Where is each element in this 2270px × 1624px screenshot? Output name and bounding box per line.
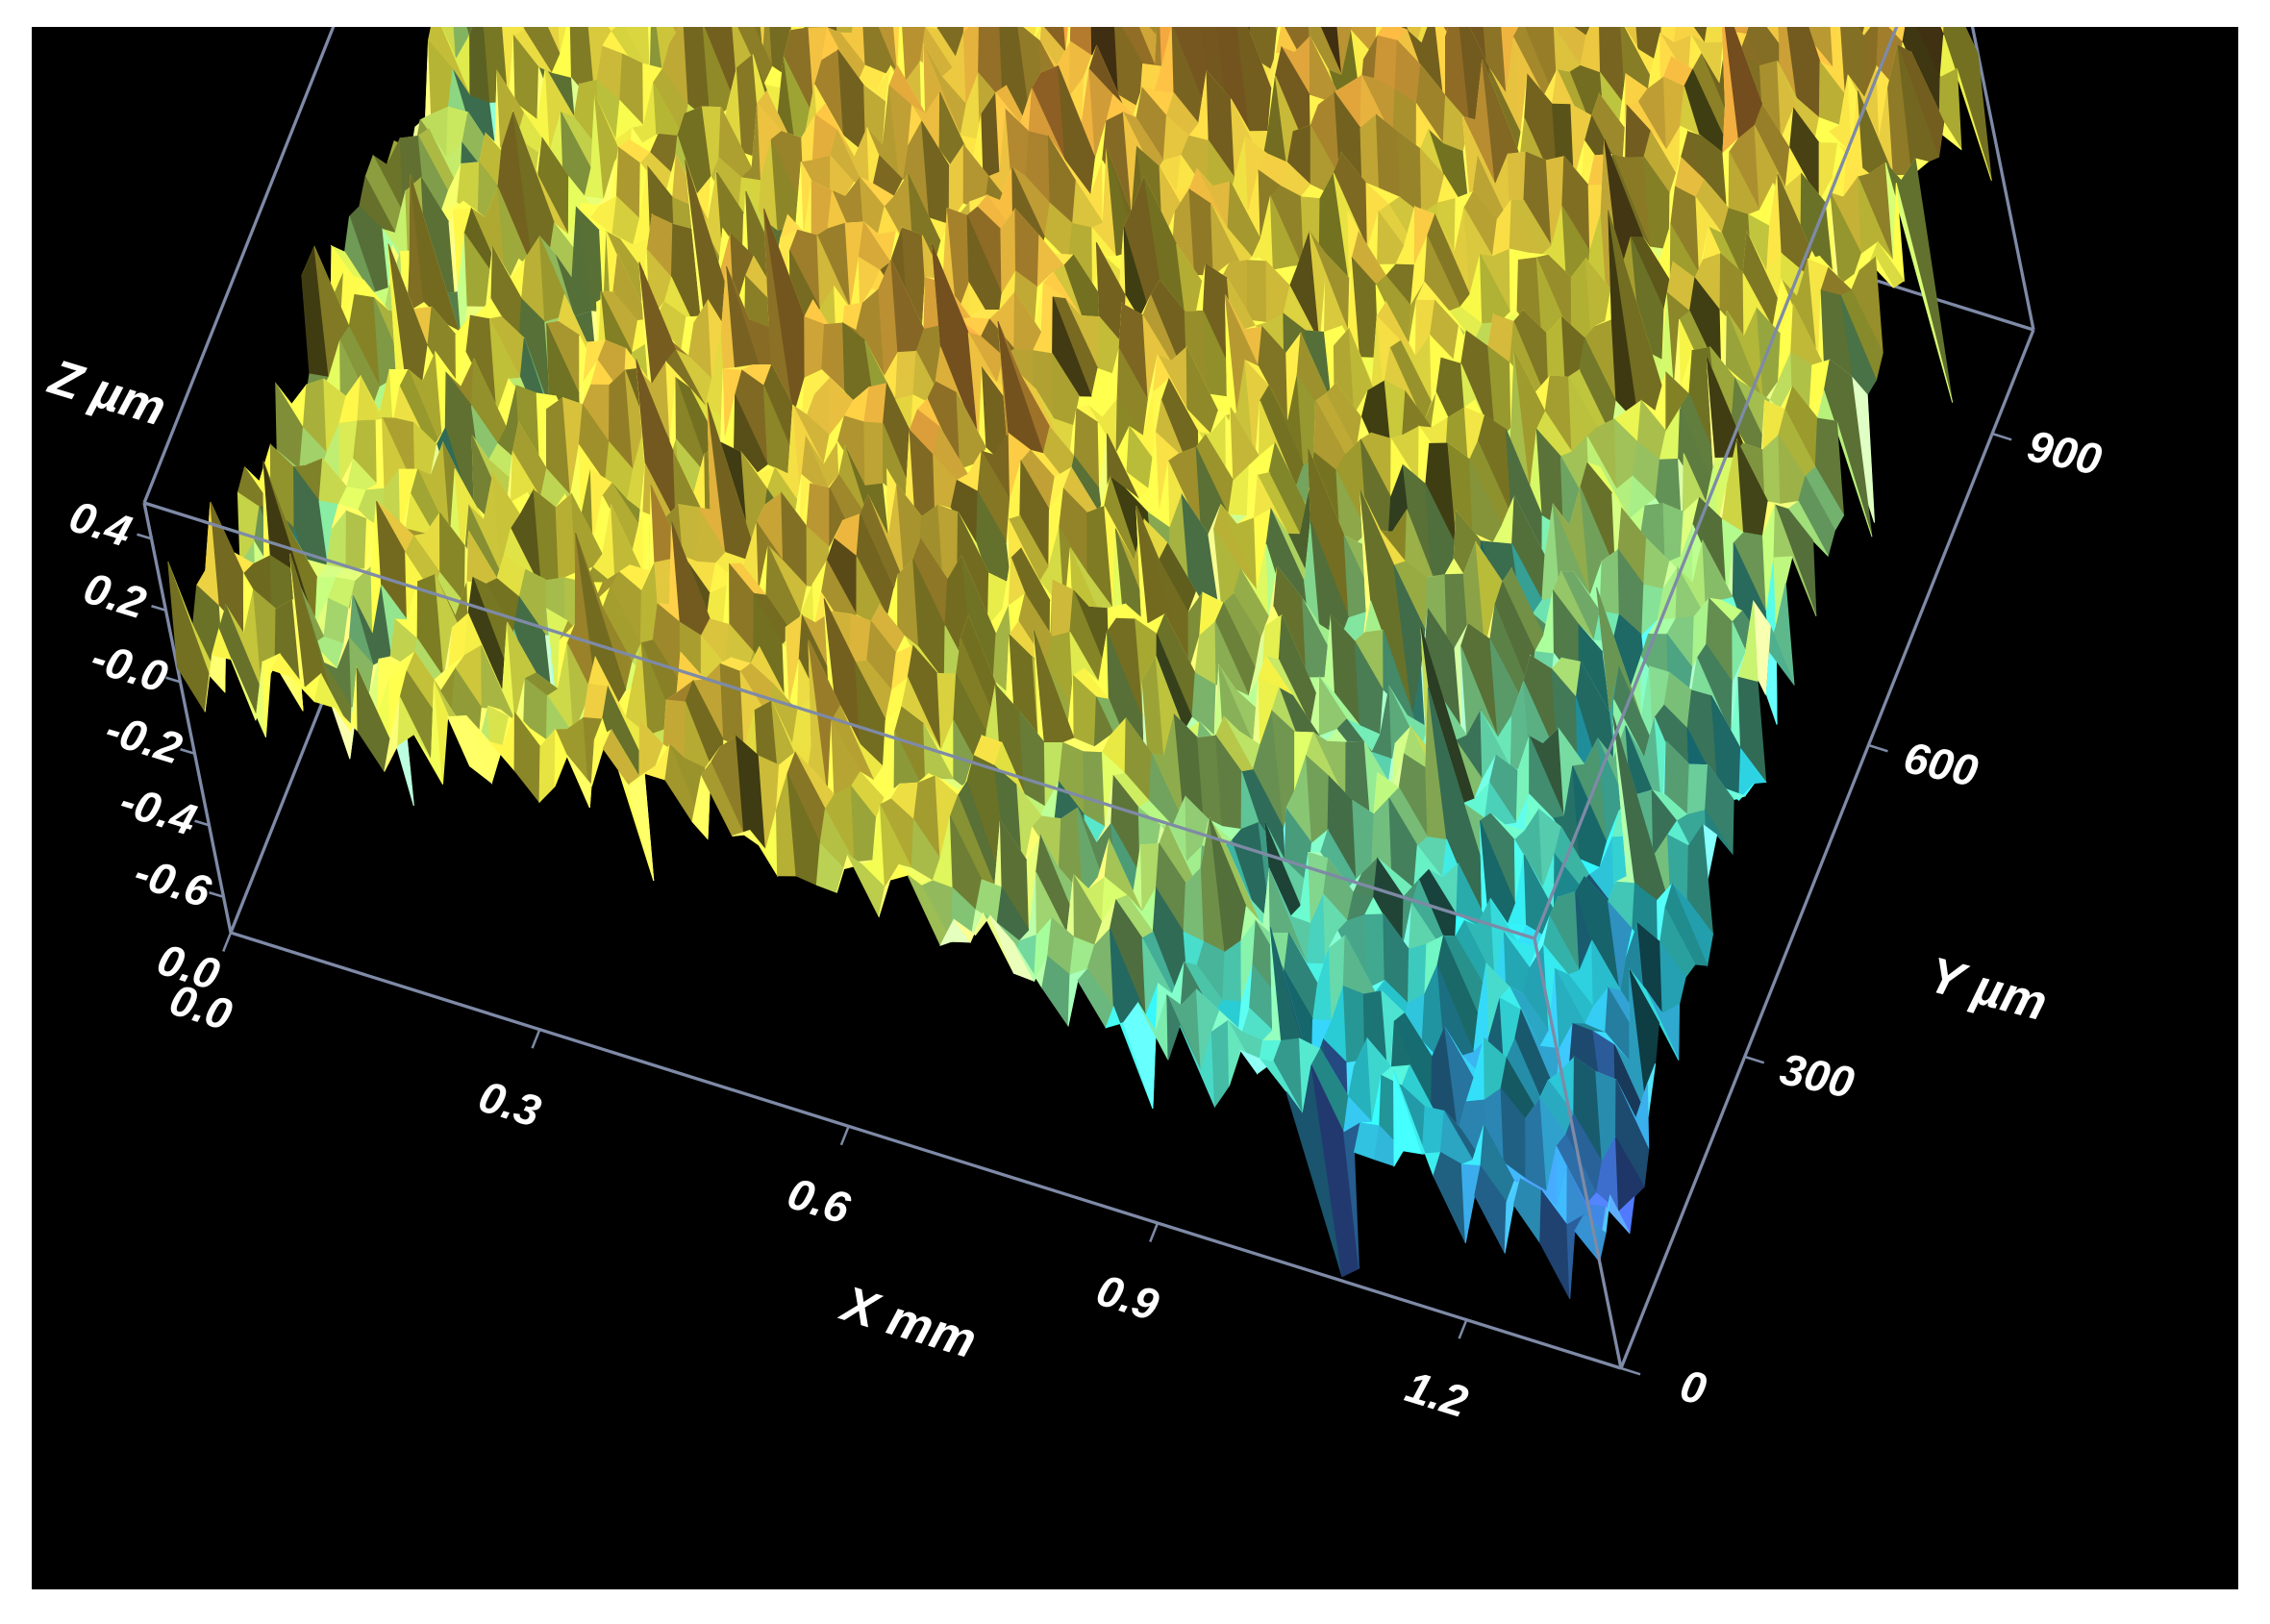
z-tick-label: -0.6 xyxy=(129,847,216,917)
box-edge xyxy=(142,502,233,934)
surface-facet xyxy=(1364,913,1385,989)
box-edge xyxy=(143,501,1535,940)
z-tick xyxy=(180,748,195,755)
surface-facet xyxy=(1433,1151,1466,1243)
box-edge xyxy=(230,931,1622,1370)
axis-ticks xyxy=(137,432,2012,1376)
x-tick xyxy=(222,932,233,952)
surface-facet xyxy=(863,421,885,487)
z-tick-label: 0.4 xyxy=(63,490,137,556)
z-tick xyxy=(165,676,181,684)
x-tick xyxy=(1149,1222,1160,1242)
box-edge xyxy=(1970,27,2035,331)
box-edge xyxy=(1619,329,2035,1369)
z-tick xyxy=(209,891,224,898)
x-tick-label: 0.9 xyxy=(1091,1264,1165,1331)
y-tick xyxy=(1620,1366,1641,1376)
surface-facet xyxy=(760,27,765,54)
x-tick-label: 0.3 xyxy=(473,1071,547,1137)
z-tick-label: -0.4 xyxy=(114,775,202,845)
surface-facet xyxy=(1686,763,1709,815)
y-tick xyxy=(1744,1055,1765,1064)
surface-facet xyxy=(1512,1178,1542,1244)
y-tick xyxy=(1868,743,1888,753)
z-axis-title: Z µm xyxy=(41,349,172,437)
y-tick-label: 900 xyxy=(2023,420,2106,485)
surface-facet xyxy=(1247,260,1267,324)
surface-facet xyxy=(1210,1019,1230,1109)
y-tick xyxy=(1991,432,2012,441)
box-edge xyxy=(1533,27,1899,939)
box-edge xyxy=(142,27,336,504)
surface-facet xyxy=(1063,27,1069,54)
x-tick xyxy=(1458,1319,1468,1339)
surface-facet xyxy=(1083,751,1106,828)
height-surface xyxy=(167,27,1992,1300)
x-tick-label: 0.6 xyxy=(782,1167,856,1234)
box-edge xyxy=(1533,937,1623,1369)
y-tick-label: 300 xyxy=(1776,1043,1858,1108)
y-tick-label: 0 xyxy=(1676,1360,1710,1413)
x-tick-label: 1.2 xyxy=(1400,1362,1474,1428)
front-box-edges xyxy=(143,27,1899,1369)
y-axis-title: Y µm xyxy=(1923,947,2053,1032)
z-tick xyxy=(151,605,166,612)
z-tick xyxy=(137,533,152,540)
y-tick-label: 600 xyxy=(1900,732,1983,796)
surface-facet xyxy=(345,510,367,570)
x-axis-title: X mm xyxy=(834,1275,983,1369)
z-tick-label: -0.2 xyxy=(100,704,187,774)
x-tick xyxy=(531,1029,541,1049)
z-tick-label: 0.2 xyxy=(78,562,152,629)
z-tick-label: -0.0 xyxy=(86,632,173,702)
plot-panel: 0.0 0.3 0.6 0.9 1.2 X mm 0 300 600 900 Y µm 0.4 0.2-… xyxy=(32,27,2238,1589)
z-tick xyxy=(194,819,210,827)
x-tick xyxy=(839,1125,850,1146)
surface-facet xyxy=(607,27,617,33)
